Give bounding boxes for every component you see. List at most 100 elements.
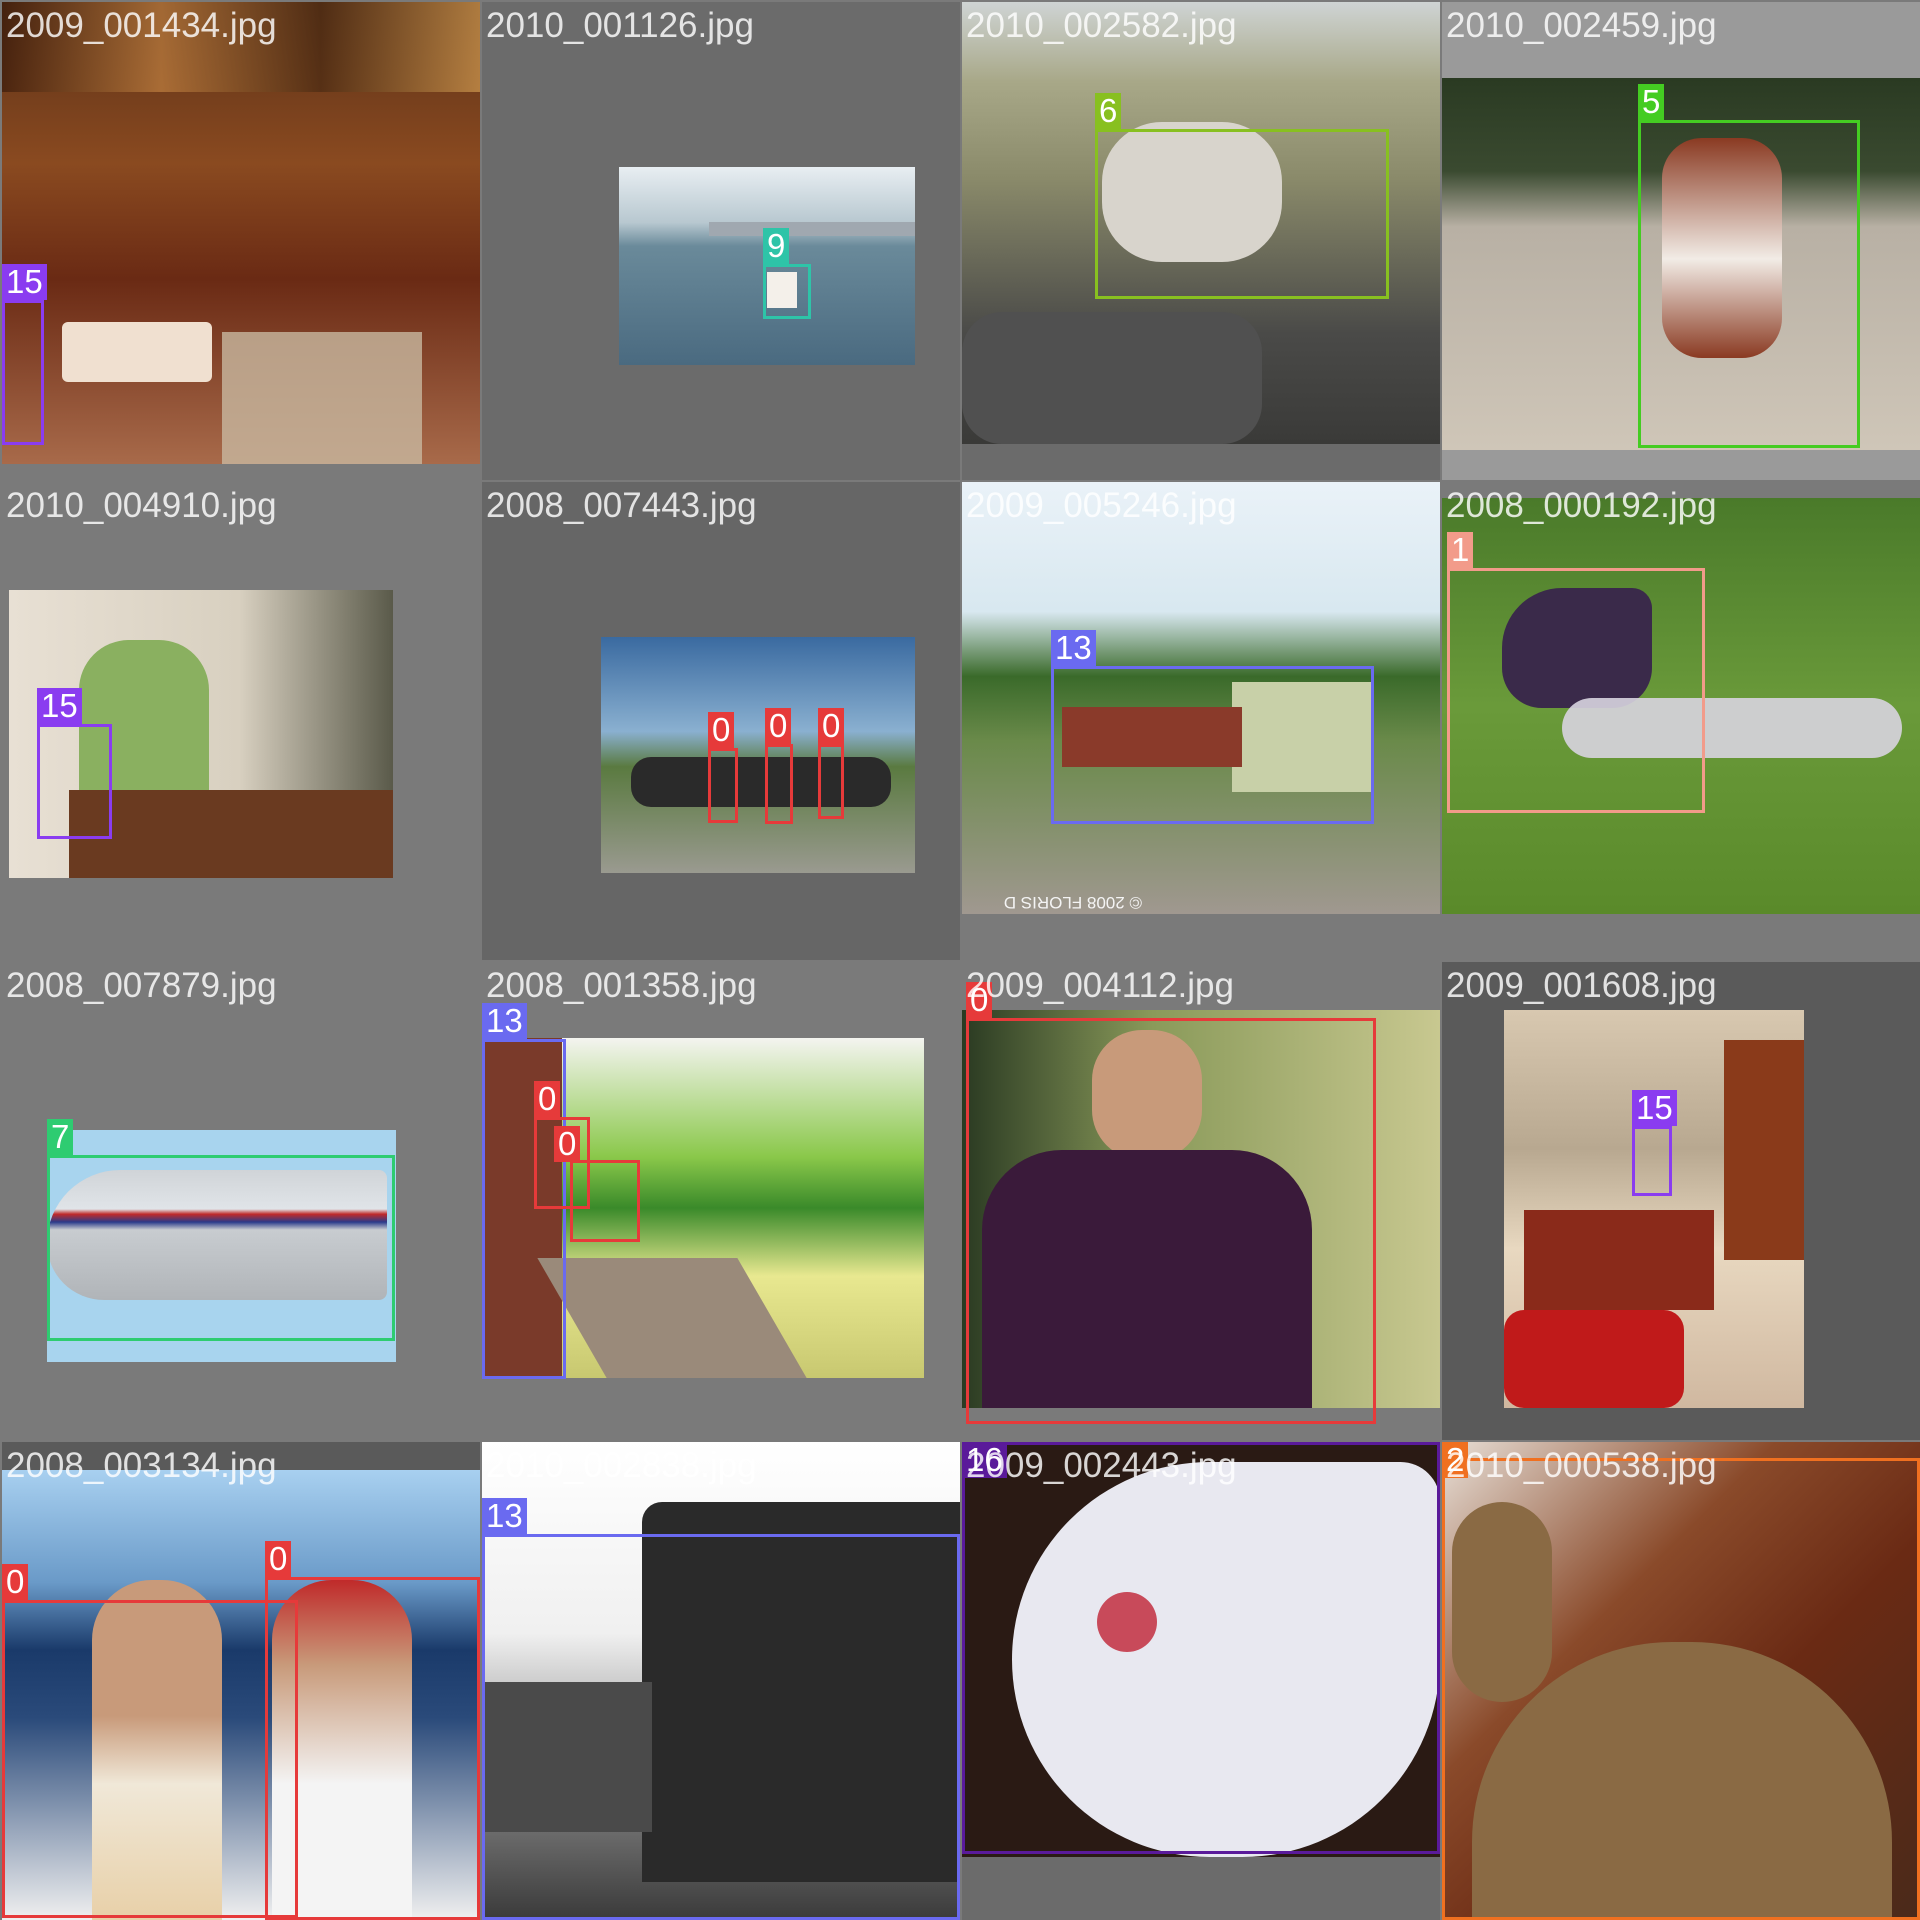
- photo-pub-interior: [2, 2, 480, 464]
- bbox-label: 0: [265, 1541, 292, 1577]
- bbox-label: 0: [2, 1564, 29, 1600]
- photo-motorcycles: [601, 637, 915, 873]
- filename-label: 2009_004112.jpg: [966, 966, 1234, 1005]
- bbox-cat: [1442, 1458, 1920, 1920]
- bbox-label: 0: [966, 982, 993, 1018]
- decor-table: [62, 322, 212, 382]
- filename-label: 2009_001434.jpg: [6, 6, 277, 45]
- decor-boat: [767, 272, 797, 308]
- filename-label: 2008_007443.jpg: [486, 486, 757, 525]
- decor-rails: [537, 1258, 807, 1378]
- photo-train-track: [962, 482, 1440, 914]
- decor-woman: [92, 1580, 222, 1920]
- decor-bird: [1502, 588, 1652, 708]
- tile-2010-002838[interactable]: 13 2010_002838.jpg: [482, 1442, 960, 1920]
- decor-head: [1092, 1030, 1202, 1160]
- decor-feathers: [1562, 698, 1902, 758]
- tile-2008-000192[interactable]: 1 2008_000192.jpg: [1442, 482, 1920, 960]
- tile-2009-005246[interactable]: © 2008 FLORIS D 13 2009_005246.jpg: [962, 482, 1440, 960]
- bbox-person-2: [765, 744, 793, 824]
- decor-wagons: [1062, 707, 1242, 767]
- decor-horse: [1662, 138, 1782, 358]
- filename-label: 2010_002582.jpg: [966, 6, 1237, 45]
- tile-2010-002459[interactable]: 5 2010_002459.jpg: [1442, 2, 1920, 480]
- bbox-train: [482, 1534, 960, 1920]
- tile-2010-000538[interactable]: 2 2010_000538.jpg: [1442, 1442, 1920, 1920]
- bbox-plane: [47, 1155, 395, 1341]
- tile-2009-001608[interactable]: 15 2009_001608.jpg: [1442, 962, 1920, 1440]
- bbox-label: 6: [1095, 93, 1122, 129]
- photo-tea-table: [962, 1442, 1440, 1857]
- decor-shirt: [982, 1150, 1312, 1408]
- decor-rock: [962, 312, 1262, 444]
- bbox-label: 0: [708, 712, 735, 748]
- tile-2008-007443[interactable]: 0 0 0 2008_007443.jpg: [482, 482, 960, 960]
- bbox-boat: [763, 264, 811, 319]
- bbox-person-3: [818, 744, 844, 819]
- bbox-chair: [37, 724, 112, 839]
- photo-woman-table: [9, 590, 393, 878]
- bbox-label: 15: [2, 264, 47, 300]
- bbox-train: [1051, 666, 1374, 824]
- tile-2008-007879[interactable]: 7 2008_007879.jpg: [2, 962, 480, 1440]
- bbox-label: 5: [1638, 84, 1665, 120]
- photo-steam-loco: [482, 1442, 960, 1920]
- decor-carpet: [222, 332, 422, 464]
- filename-label: 2008_007879.jpg: [6, 966, 277, 1005]
- filename-label: 2008_001358.jpg: [486, 966, 757, 1005]
- bbox-person-2: [265, 1577, 480, 1920]
- watermark: © 2008 FLORIS D: [1003, 893, 1142, 912]
- tile-2008-001358[interactable]: 13 0 0 2008_001358.jpg: [482, 962, 960, 1440]
- bbox-label: 13: [482, 1003, 527, 1039]
- tile-2009-001434[interactable]: 15 2009_001434.jpg: [2, 2, 480, 480]
- filename-label: 2010_001126.jpg: [486, 6, 754, 45]
- decor-bikes: [631, 757, 891, 807]
- decor-rug: [1524, 1210, 1714, 1310]
- decor-woman: [79, 640, 209, 800]
- bbox-chair: [2, 300, 44, 445]
- bbox-label: 1: [1447, 532, 1474, 568]
- decor-tablecloth: [1012, 1462, 1440, 1857]
- photo-horse: [1442, 78, 1920, 450]
- bbox-chair: [1632, 1126, 1672, 1196]
- tile-2010-004910[interactable]: 15 2010_004910.jpg: [2, 482, 480, 960]
- decor-sofa: [1504, 1310, 1684, 1408]
- filename-label: 2009_002443.jpg: [966, 1446, 1237, 1485]
- decor-cake: [1097, 1592, 1157, 1652]
- bbox-sheep: [1095, 129, 1389, 299]
- bbox-horse: [1638, 120, 1860, 448]
- filename-label: 2009_005246.jpg: [966, 486, 1237, 525]
- decor-cabinet: [1724, 1040, 1804, 1260]
- filename-label: 2010_004910.jpg: [6, 486, 277, 525]
- decor-table: [69, 790, 393, 878]
- decor-paw: [1452, 1502, 1552, 1702]
- decor-engine: [642, 1502, 960, 1882]
- bbox-label: 0: [534, 1081, 561, 1117]
- decor-fuselage: [47, 1170, 387, 1300]
- tile-2009-004112[interactable]: 0 2009_004112.jpg: [962, 962, 1440, 1440]
- bbox-person-1: [534, 1117, 590, 1209]
- tile-2010-001126[interactable]: 9 2010_001126.jpg: [482, 2, 960, 480]
- filename-label: 2010_002838.jpg: [486, 1446, 757, 1485]
- bbox-bird: [1447, 568, 1705, 813]
- photo-cat: [1442, 1442, 1920, 1920]
- bbox-person-2: [570, 1160, 640, 1242]
- bbox-label: 0: [765, 708, 792, 744]
- bbox-label: 16: [962, 1442, 1007, 1478]
- bbox-label: 15: [37, 688, 82, 724]
- photo-living-room: [1504, 1010, 1804, 1408]
- decor-bridge: [709, 222, 915, 236]
- bbox-person: [966, 1018, 1376, 1424]
- tile-2010-002582[interactable]: 6 2010_002582.jpg: [962, 2, 1440, 480]
- tile-2008-003134[interactable]: 0 0 2008_003134.jpg: [2, 1442, 480, 1920]
- bbox-label: 9: [763, 228, 790, 264]
- bbox-label: 7: [47, 1119, 74, 1155]
- tile-2009-002443[interactable]: 16 2009_002443.jpg: [962, 1442, 1440, 1920]
- photo-man-spoon: [962, 1010, 1440, 1408]
- filename-label: 2008_000192.jpg: [1446, 486, 1717, 525]
- bbox-person-1: [2, 1600, 298, 1918]
- bbox-label: 15: [1632, 1090, 1677, 1126]
- bbox-label: 2: [1442, 1442, 1469, 1478]
- filename-label: 2008_003134.jpg: [6, 1446, 277, 1485]
